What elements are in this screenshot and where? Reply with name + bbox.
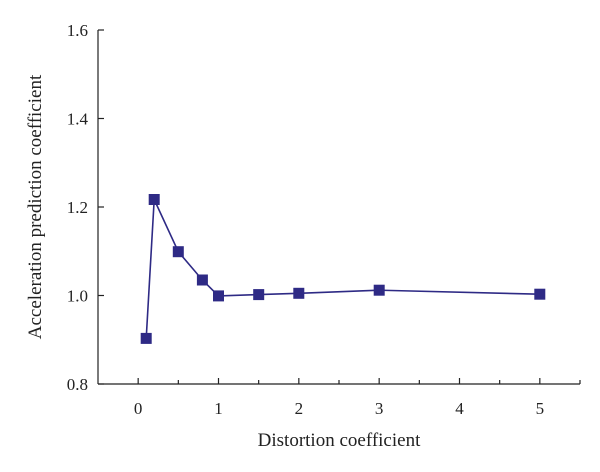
x-tick-label: 3 bbox=[375, 399, 384, 418]
data-point-marker bbox=[534, 288, 546, 300]
x-tick-label: 2 bbox=[295, 399, 304, 418]
data-point-marker bbox=[140, 332, 152, 344]
y-tick-label: 1.0 bbox=[67, 287, 88, 306]
y-tick-label: 1.2 bbox=[67, 198, 88, 217]
axes bbox=[97, 30, 580, 385]
series-group bbox=[140, 194, 546, 344]
y-ticks: 0.8 1.0 1.2 1.4 1.6 bbox=[67, 21, 104, 394]
y-tick-label: 1.4 bbox=[67, 110, 89, 129]
data-point-marker bbox=[148, 194, 160, 205]
data-point-marker bbox=[196, 274, 208, 286]
x-axis-title: Distortion coefficient bbox=[258, 430, 421, 451]
data-point-marker bbox=[213, 290, 224, 302]
data-point-marker bbox=[172, 246, 184, 258]
x-tick-label: 1 bbox=[214, 399, 223, 418]
x-tick-label: 0 bbox=[134, 399, 143, 418]
x-ticks: 0 1 2 3 4 5 bbox=[134, 378, 581, 418]
series-line bbox=[145, 199, 540, 339]
y-tick-label: 0.8 bbox=[67, 375, 88, 394]
x-tick-label: 5 bbox=[536, 399, 545, 418]
data-point-marker bbox=[253, 289, 265, 301]
x-tick-label: 4 bbox=[455, 399, 464, 418]
data-point-marker bbox=[373, 284, 385, 296]
y-tick-label: 1.6 bbox=[67, 21, 88, 40]
y-axis-title: Acceleration prediction coefficient bbox=[25, 74, 46, 339]
data-point-marker bbox=[293, 287, 305, 299]
